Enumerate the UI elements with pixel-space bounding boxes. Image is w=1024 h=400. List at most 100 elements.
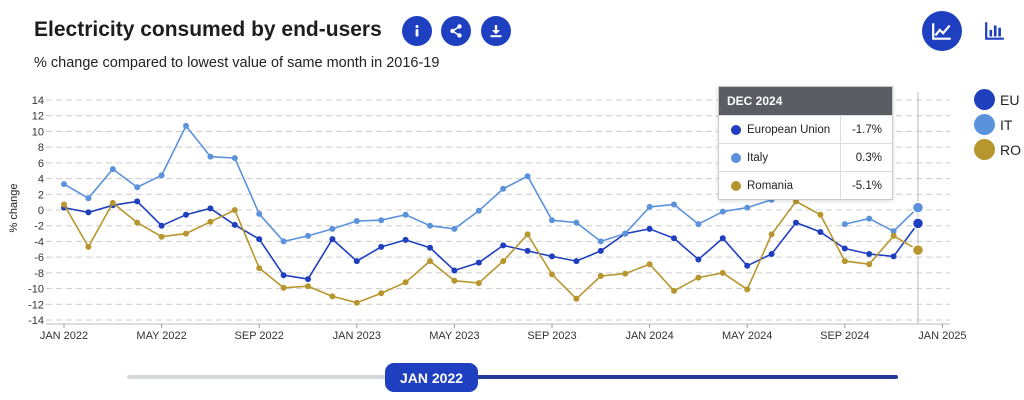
- data-point-ro: [280, 284, 287, 291]
- data-point-it: [841, 221, 848, 228]
- data-point-ro: [744, 286, 751, 293]
- data-point-it: [597, 238, 604, 245]
- y-tick-label: 14: [32, 95, 44, 107]
- data-point-it: [353, 218, 360, 224]
- y-tick-label: 6: [38, 158, 44, 170]
- data-point-ro: [427, 258, 433, 265]
- data-point-ro: [817, 211, 824, 218]
- y-tick-label: 4: [38, 174, 44, 186]
- data-point-it: [890, 228, 897, 235]
- tooltip-swatch: [731, 180, 741, 191]
- data-point-ro: [256, 265, 263, 272]
- data-point-ro: [597, 273, 604, 279]
- data-point-it: [109, 166, 116, 173]
- tooltip-row-ro: Romania -5.1%: [719, 171, 892, 199]
- data-point-it: [622, 230, 629, 237]
- series-line-eu: [63, 200, 919, 280]
- tooltip-row-eu: European Union -1.7%: [719, 115, 892, 143]
- data-point-eu: [256, 236, 263, 243]
- series-line-it: [63, 124, 772, 243]
- data-point-eu: [329, 236, 336, 243]
- data-point-it: [500, 185, 507, 192]
- time-slider-track[interactable]: [127, 375, 387, 379]
- y-tick-label: -6: [34, 252, 44, 264]
- data-point-it: [451, 225, 458, 232]
- chart-subtitle: % change compared to lowest value of sam…: [34, 55, 440, 71]
- legend-swatch: [974, 139, 995, 160]
- data-point-eu: [451, 267, 458, 274]
- data-point-it: [911, 201, 925, 214]
- data-point-it: [305, 232, 311, 239]
- data-point-it: [744, 204, 751, 211]
- data-point-eu: [134, 198, 141, 205]
- data-point-it: [329, 225, 336, 232]
- time-slider-handle[interactable]: JAN 2022: [385, 363, 478, 392]
- data-point-it: [207, 153, 214, 160]
- data-point-ro: [475, 280, 482, 287]
- download-button[interactable]: [481, 16, 511, 46]
- legend-label: EU: [1000, 91, 1020, 108]
- data-point-eu: [866, 251, 873, 257]
- data-point-eu: [427, 244, 433, 251]
- data-point-it: [866, 215, 873, 222]
- data-point-ro: [549, 271, 555, 278]
- data-point-eu: [378, 243, 385, 250]
- data-point-it: [719, 208, 726, 215]
- legend-item-it[interactable]: IT: [974, 112, 1021, 137]
- x-tick-label: MAY 2022: [136, 330, 186, 342]
- data-point-eu: [524, 247, 531, 254]
- tooltip-series-name: Italy: [747, 151, 769, 164]
- data-point-it: [183, 122, 189, 129]
- data-point-eu: [207, 205, 214, 212]
- data-point-eu: [768, 251, 775, 257]
- time-slider-range[interactable]: [387, 375, 898, 379]
- data-point-eu: [793, 219, 799, 226]
- data-point-eu: [475, 259, 482, 266]
- data-point-ro: [207, 218, 214, 225]
- data-point-it: [256, 210, 263, 217]
- bar-chart-view-button[interactable]: [975, 11, 1015, 51]
- data-point-eu: [305, 276, 311, 283]
- data-point-it: [671, 201, 677, 208]
- y-tick-label: -12: [28, 299, 44, 311]
- tooltip-swatch: [731, 124, 741, 135]
- data-point-eu: [744, 262, 751, 269]
- y-tick-label: 8: [38, 142, 44, 154]
- data-point-it: [646, 203, 653, 210]
- line-chart-icon: [932, 23, 951, 40]
- data-point-eu: [402, 236, 409, 243]
- legend-item-eu[interactable]: EU: [974, 87, 1021, 112]
- legend-item-ro[interactable]: RO: [974, 137, 1021, 162]
- data-point-eu: [597, 247, 604, 254]
- data-point-ro: [768, 231, 775, 238]
- legend-swatch: [974, 114, 995, 135]
- data-point-eu: [353, 258, 360, 265]
- data-point-eu: [549, 253, 555, 260]
- x-tick-label: JAN 2024: [625, 330, 673, 342]
- data-point-it: [402, 211, 409, 218]
- legend: EU IT RO: [974, 87, 1021, 162]
- data-point-ro: [866, 261, 873, 268]
- series-line-ro: [63, 200, 919, 304]
- data-point-ro: [573, 295, 580, 302]
- data-point-eu: [231, 221, 238, 228]
- data-point-ro: [524, 231, 531, 238]
- data-point-ro: [61, 201, 67, 208]
- share-button[interactable]: [441, 16, 471, 46]
- info-icon: [415, 25, 419, 37]
- tooltip-series-value: 0.3%: [840, 144, 892, 171]
- data-point-ro: [109, 199, 116, 206]
- data-point-ro: [890, 232, 897, 239]
- chart-tooltip: DEC 2024 European Union -1.7% Italy 0.3%…: [718, 86, 893, 200]
- data-point-ro: [622, 270, 629, 277]
- data-point-it: [427, 222, 433, 229]
- y-tick-label: 0: [38, 205, 44, 217]
- data-point-ro: [158, 233, 165, 240]
- info-button[interactable]: [402, 16, 432, 46]
- data-point-it: [573, 219, 580, 226]
- line-chart-view-button[interactable]: [922, 11, 962, 51]
- data-point-ro: [134, 219, 141, 226]
- x-tick-label: JAN 2023: [333, 330, 381, 342]
- data-point-eu: [183, 211, 189, 218]
